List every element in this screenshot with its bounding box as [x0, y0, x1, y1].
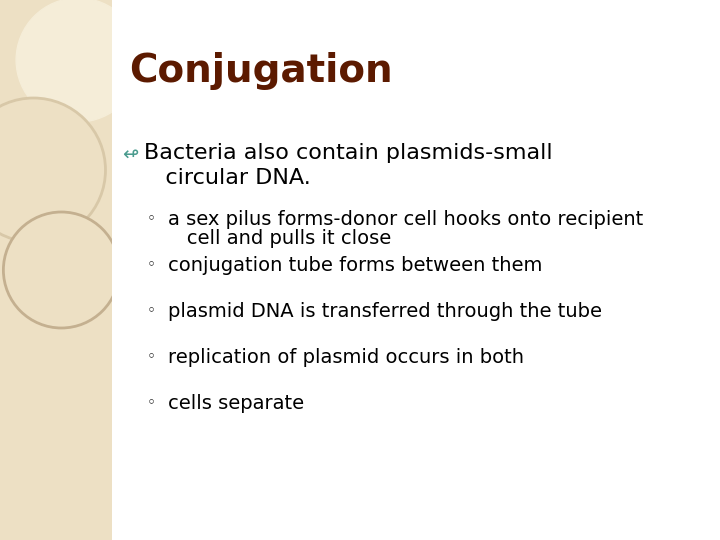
Text: ◦: ◦ — [147, 257, 156, 272]
Text: ◦: ◦ — [147, 303, 156, 318]
Text: ◦: ◦ — [147, 395, 156, 410]
Text: replication of plasmid occurs in both: replication of plasmid occurs in both — [168, 348, 523, 367]
Text: circular DNA.: circular DNA. — [143, 168, 310, 188]
Circle shape — [16, 0, 140, 122]
Text: ◦: ◦ — [147, 211, 156, 226]
Text: cells separate: cells separate — [168, 394, 304, 413]
Text: ◦: ◦ — [147, 349, 156, 364]
Circle shape — [4, 212, 120, 328]
Text: plasmid DNA is transferred through the tube: plasmid DNA is transferred through the t… — [168, 302, 602, 321]
Text: a sex pilus forms-donor cell hooks onto recipient: a sex pilus forms-donor cell hooks onto … — [168, 210, 643, 229]
Text: cell and pulls it close: cell and pulls it close — [168, 229, 391, 248]
Bar — [0, 0, 112, 540]
Circle shape — [0, 98, 105, 242]
Text: conjugation tube forms between them: conjugation tube forms between them — [168, 256, 542, 275]
Text: Conjugation: Conjugation — [130, 52, 393, 90]
Text: ↫: ↫ — [122, 145, 138, 164]
Text: Bacteria also contain plasmids-small: Bacteria also contain plasmids-small — [143, 143, 552, 163]
